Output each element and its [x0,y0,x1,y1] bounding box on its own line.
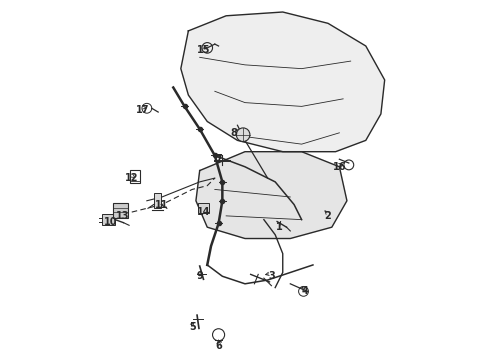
Bar [154,193,161,208]
Text: 13: 13 [116,211,129,221]
Bar [198,203,209,213]
Text: 4: 4 [302,286,309,296]
Text: 6: 6 [215,341,222,351]
Text: 10: 10 [104,216,118,226]
Text: 8: 8 [230,128,237,138]
Text: 7: 7 [215,154,222,164]
Polygon shape [196,152,347,239]
Text: 9: 9 [196,271,203,281]
Bar [113,203,128,218]
Text: 1: 1 [275,222,282,232]
Polygon shape [181,12,385,152]
Text: 5: 5 [189,322,196,332]
Text: 12: 12 [125,173,139,183]
Text: 16: 16 [333,162,346,172]
Text: 15: 15 [196,45,210,55]
Bar [101,214,115,225]
Text: 3: 3 [268,271,275,281]
Circle shape [236,128,250,141]
Bar [130,170,141,183]
Text: 2: 2 [325,211,331,221]
Text: 11: 11 [155,199,169,210]
Text: 17: 17 [136,105,150,115]
Text: 14: 14 [196,207,210,217]
